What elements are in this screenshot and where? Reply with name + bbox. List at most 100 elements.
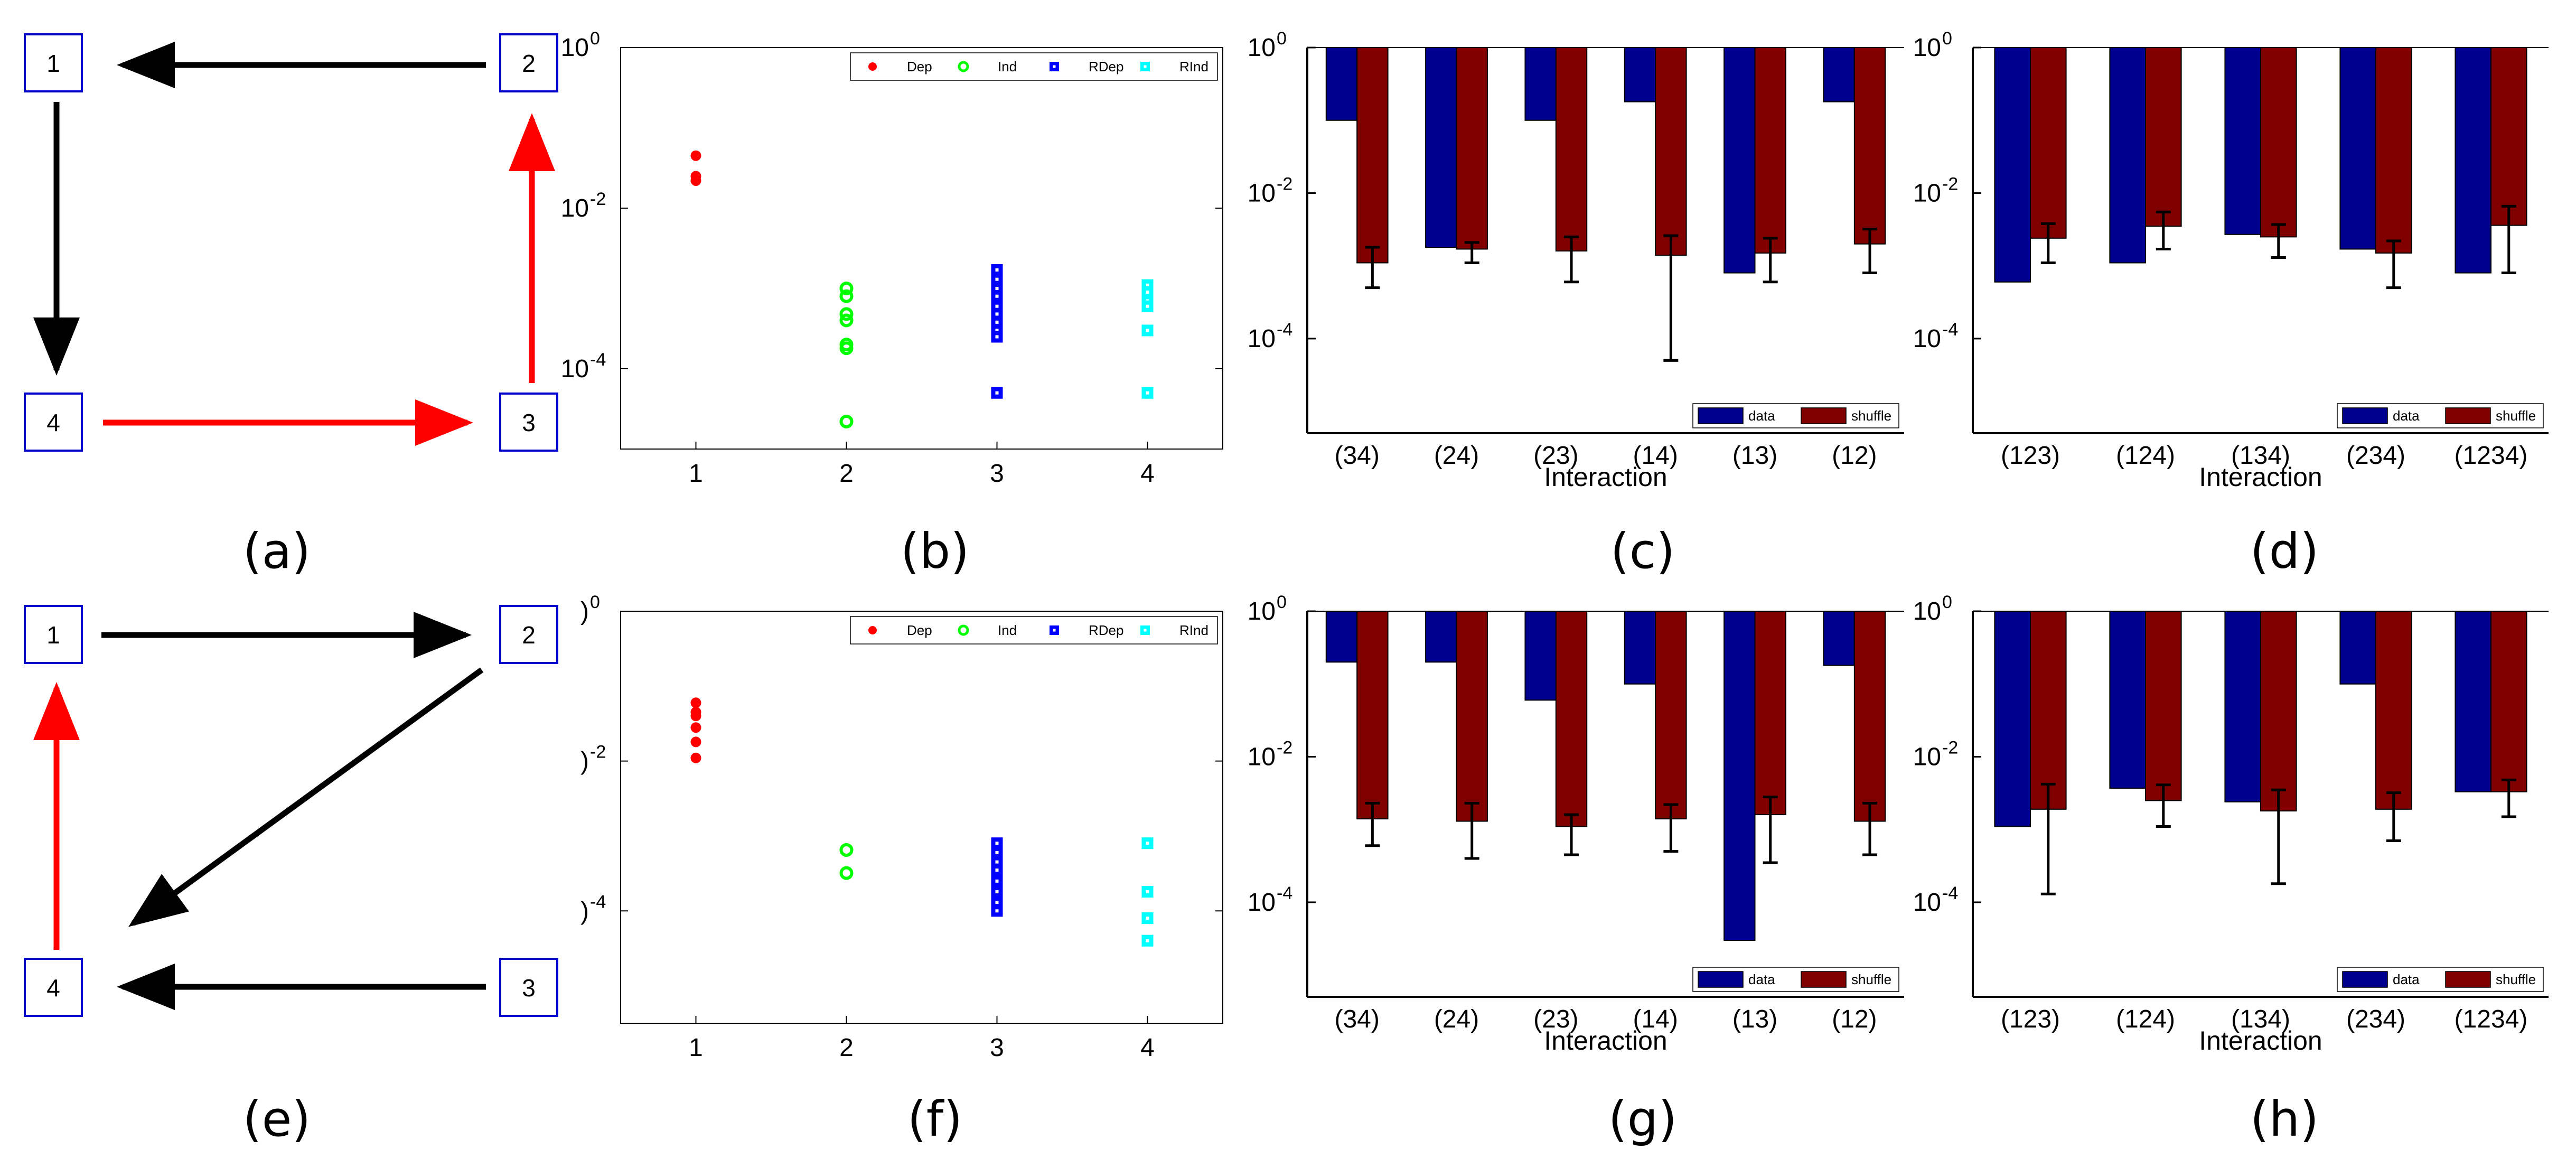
bar-data: [2109, 47, 2146, 264]
point-ind: [839, 307, 854, 321]
y-tick-label: 10: [1248, 34, 1276, 62]
bar-data: [1994, 611, 2031, 827]
graph-e: 1 2 3 4: [24, 605, 558, 1017]
graph-a: 1 2 3 4: [24, 33, 558, 452]
bar-data: [1823, 611, 1855, 666]
point-center: [995, 329, 999, 332]
node-label: 2: [522, 50, 536, 77]
x-tick-label: (123): [2001, 1005, 2060, 1033]
bar-data: [1624, 47, 1656, 102]
bar-shuffle: [2145, 47, 2182, 227]
x-tick-label: 2: [839, 460, 854, 488]
point-dep: [690, 722, 701, 733]
x-tick-label: (24): [1434, 1005, 1479, 1033]
legend-marker: [958, 624, 969, 636]
legend-swatch: [1698, 971, 1744, 988]
bar-data: [2339, 47, 2376, 250]
point-center: [995, 391, 999, 395]
y-tick-label: ): [580, 897, 589, 925]
y-tick-exponent: 0: [1277, 592, 1287, 612]
x-tick-label: 4: [1140, 1034, 1155, 1062]
legend-swatch: [2445, 971, 2491, 988]
bar-data: [1624, 611, 1656, 685]
x-tick-label: (23): [1533, 1005, 1578, 1033]
y-tick-label: 10: [1913, 325, 1941, 353]
legend-swatch: [1801, 971, 1847, 988]
legend-marker: [868, 62, 877, 71]
caption-c: (c): [1610, 523, 1675, 580]
point-center: [995, 909, 999, 913]
point-center: [995, 842, 999, 845]
y-tick-label: ): [580, 597, 589, 625]
bar-shuffle: [1555, 611, 1588, 827]
legend-label: RInd: [1179, 622, 1209, 638]
point-center: [995, 890, 999, 894]
legend-marker-center: [1053, 629, 1056, 632]
bar-shuffle: [1555, 47, 1588, 252]
bar-data: [2455, 611, 2491, 792]
point-ind: [839, 313, 854, 328]
node-box: [24, 393, 83, 452]
caption-g: (g): [1608, 1091, 1677, 1147]
point-center: [995, 901, 999, 904]
bar-data: [2109, 611, 2146, 789]
bar-data: [1524, 47, 1557, 121]
point-ind: [839, 282, 854, 295]
x-tick-label: (234): [2346, 442, 2405, 470]
bar-shuffle: [2145, 611, 2182, 801]
legend-swatch: [2342, 407, 2388, 424]
caption-f: (f): [907, 1091, 962, 1147]
bar-shuffle: [2030, 47, 2067, 239]
node-a-1: 1: [24, 33, 83, 92]
bar-data: [2455, 47, 2491, 274]
bar-shuffle: [1456, 611, 1488, 822]
x-tick-label: (124): [2116, 1005, 2175, 1033]
y-tick-exponent: 0: [1942, 29, 1952, 49]
legend-box: [850, 52, 1218, 81]
y-tick-exponent: -4: [1277, 883, 1292, 903]
y-tick-label: 10: [561, 194, 589, 222]
bar-data: [1823, 47, 1855, 102]
legend-swatch: [2445, 407, 2491, 424]
legend-label: RInd: [1179, 59, 1209, 74]
node-box: [499, 958, 558, 1017]
point-center: [1146, 304, 1149, 308]
bar-data: [1524, 611, 1557, 701]
bar-data: [2339, 611, 2376, 685]
node-e-4: 4: [24, 958, 83, 1017]
node-box: [24, 605, 83, 664]
bar-shuffle: [2490, 47, 2527, 226]
x-tick-label: 4: [1140, 460, 1155, 488]
x-tick-label: 2: [839, 1034, 854, 1062]
node-label: 2: [522, 621, 536, 649]
node-box: [24, 33, 83, 92]
legend-label: data: [2393, 971, 2420, 987]
x-tick-label: 3: [990, 1034, 1004, 1062]
point-ind: [839, 341, 854, 356]
x-tick-label: (12): [1832, 1005, 1877, 1033]
x-tick-label: (123): [2001, 442, 2060, 470]
x-tick-label: (1234): [2455, 442, 2528, 470]
x-axis-label: Interaction: [1544, 462, 1667, 492]
point-center: [995, 860, 999, 864]
y-tick-exponent: 0: [1942, 592, 1952, 612]
bar-data: [1425, 611, 1457, 663]
x-tick-label: (134): [2231, 442, 2290, 470]
y-tick-label: 10: [1913, 597, 1941, 625]
y-tick-exponent: -4: [1277, 320, 1292, 340]
y-tick-exponent: -2: [1942, 737, 1958, 758]
legend-marker: [958, 61, 969, 72]
node-label: 3: [522, 409, 536, 436]
legend-label: shuffle: [1851, 408, 1891, 424]
y-tick-exponent: -2: [1277, 174, 1292, 194]
x-tick-label: (24): [1434, 442, 1479, 470]
node-label: 1: [46, 621, 60, 649]
x-tick-label: (14): [1633, 442, 1678, 470]
y-tick-label: 10: [1913, 743, 1941, 771]
node-label: 1: [46, 50, 60, 77]
point-center: [995, 868, 999, 872]
